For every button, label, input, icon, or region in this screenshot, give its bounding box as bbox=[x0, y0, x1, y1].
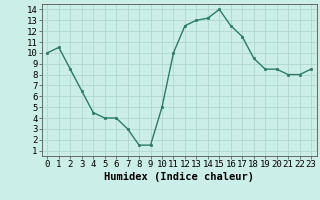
X-axis label: Humidex (Indice chaleur): Humidex (Indice chaleur) bbox=[104, 172, 254, 182]
